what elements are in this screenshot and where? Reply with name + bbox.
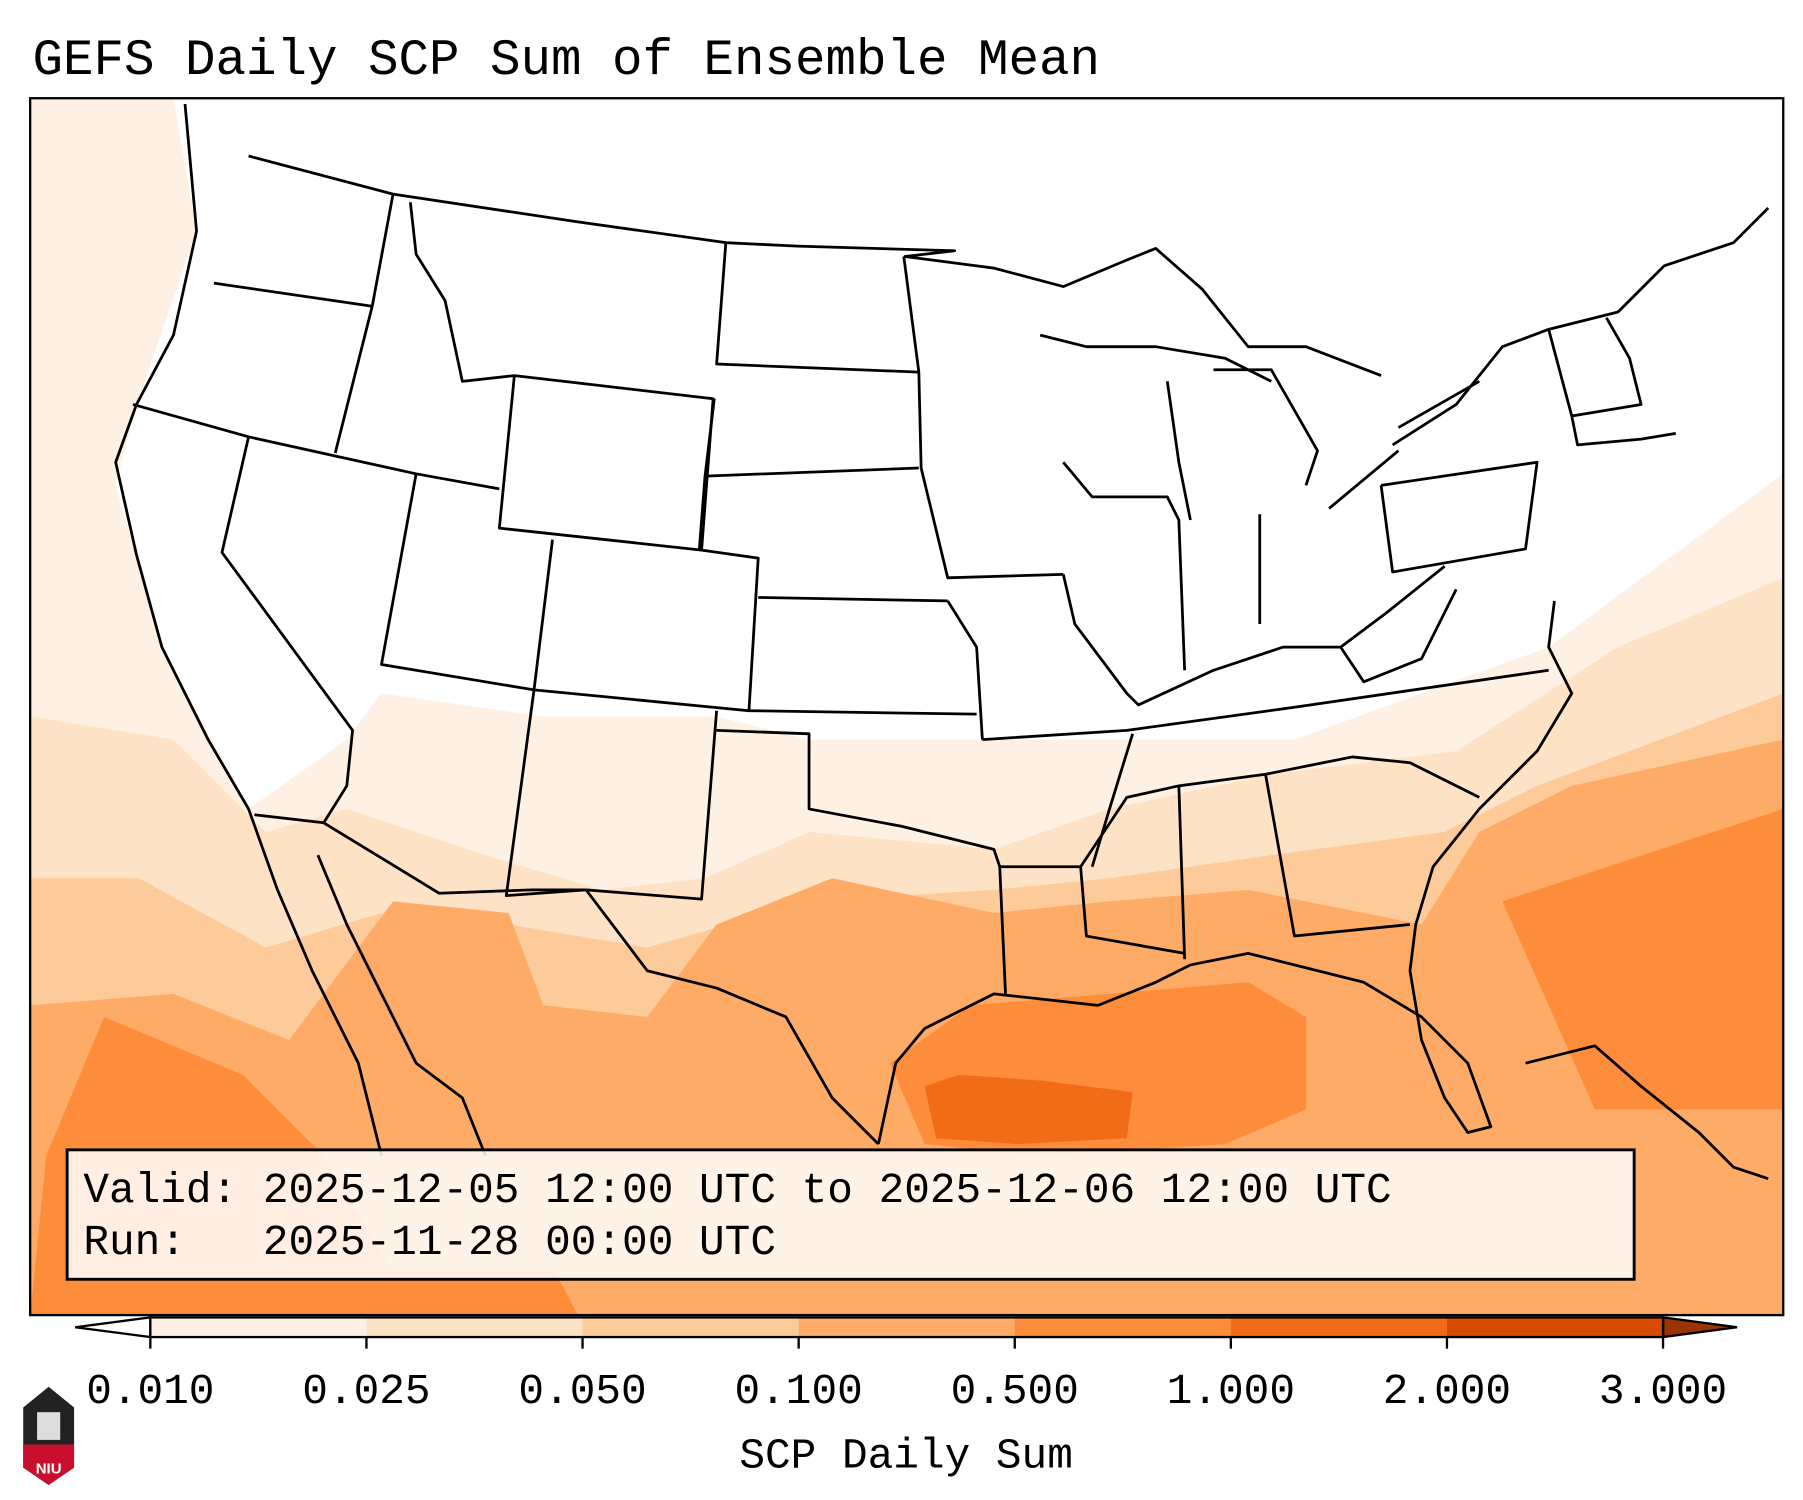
cuba-coast (1525, 1044, 1769, 1181)
wa-or-border (213, 281, 373, 308)
colorbar-tick-label: 1.000 (1167, 1367, 1295, 1416)
map-frame (29, 97, 1785, 1317)
colorbar-tick-label: 0.100 (735, 1367, 863, 1416)
gulf-coast (877, 600, 1574, 1145)
new-england-borders (1547, 317, 1676, 447)
colorbar-under-extend (75, 1316, 152, 1339)
colorbar-segment (798, 1317, 1016, 1338)
mt-border (408, 202, 515, 383)
nv-ut-border (380, 473, 535, 692)
colorbar-segment (582, 1317, 800, 1338)
mexico-border (254, 813, 880, 1146)
or-ca-border (132, 403, 500, 491)
colorbar-segment (1014, 1317, 1232, 1338)
colorbar-tick-label: 0.500 (951, 1367, 1079, 1416)
map-title: GEFS Daily SCP Sum of Ensemble Mean (32, 33, 1100, 90)
colorbar: 0.010 0.025 0.050 0.100 0.500 1.000 2.000 3.000 (75, 1316, 1738, 1416)
great-lakes (1039, 333, 1481, 521)
canada-border (248, 154, 1770, 447)
valid-time-text: Valid: 2025-12-05 12:00 UTC to 2025-12-0… (83, 1166, 1391, 1215)
midwest-borders (1061, 460, 1539, 707)
colorbar-segment (1230, 1317, 1448, 1338)
scp-level-5 (30, 808, 1784, 1316)
colorbar-tick-label: 2.000 (1383, 1367, 1511, 1416)
colorbar-tick-label: 0.010 (86, 1367, 214, 1416)
colorbar-segment (366, 1317, 584, 1338)
baja (316, 854, 487, 1157)
colorbar-outline (149, 1316, 1665, 1339)
southeast-borders (982, 668, 1549, 960)
colorbar-tick-label: 0.025 (302, 1367, 430, 1416)
colorbar-over-extend (1661, 1316, 1738, 1339)
boundaries (114, 103, 1770, 1181)
colorbar-tick-label: 3.000 (1599, 1367, 1727, 1416)
pacific-coast (114, 103, 383, 1156)
colorbar-segment (1446, 1317, 1664, 1338)
colorbar-tick-label: 0.050 (518, 1367, 646, 1416)
logo-text: NIU (36, 1460, 62, 1477)
colorbar-label: SCP Daily Sum (739, 1432, 1073, 1481)
plains-borders (697, 467, 1064, 740)
colorbar-segment (150, 1317, 368, 1338)
scp-level-6 (924, 1074, 1133, 1145)
ca-nv-border (220, 436, 354, 824)
run-time-text: Run: 2025-11-28 00:00 UTC (83, 1218, 776, 1267)
id-border (333, 193, 395, 454)
niu-logo: NIU (23, 1386, 75, 1485)
map (30, 98, 1784, 1316)
info-box: Valid: 2025-12-05 12:00 UTC to 2025-12-0… (65, 1148, 1636, 1281)
